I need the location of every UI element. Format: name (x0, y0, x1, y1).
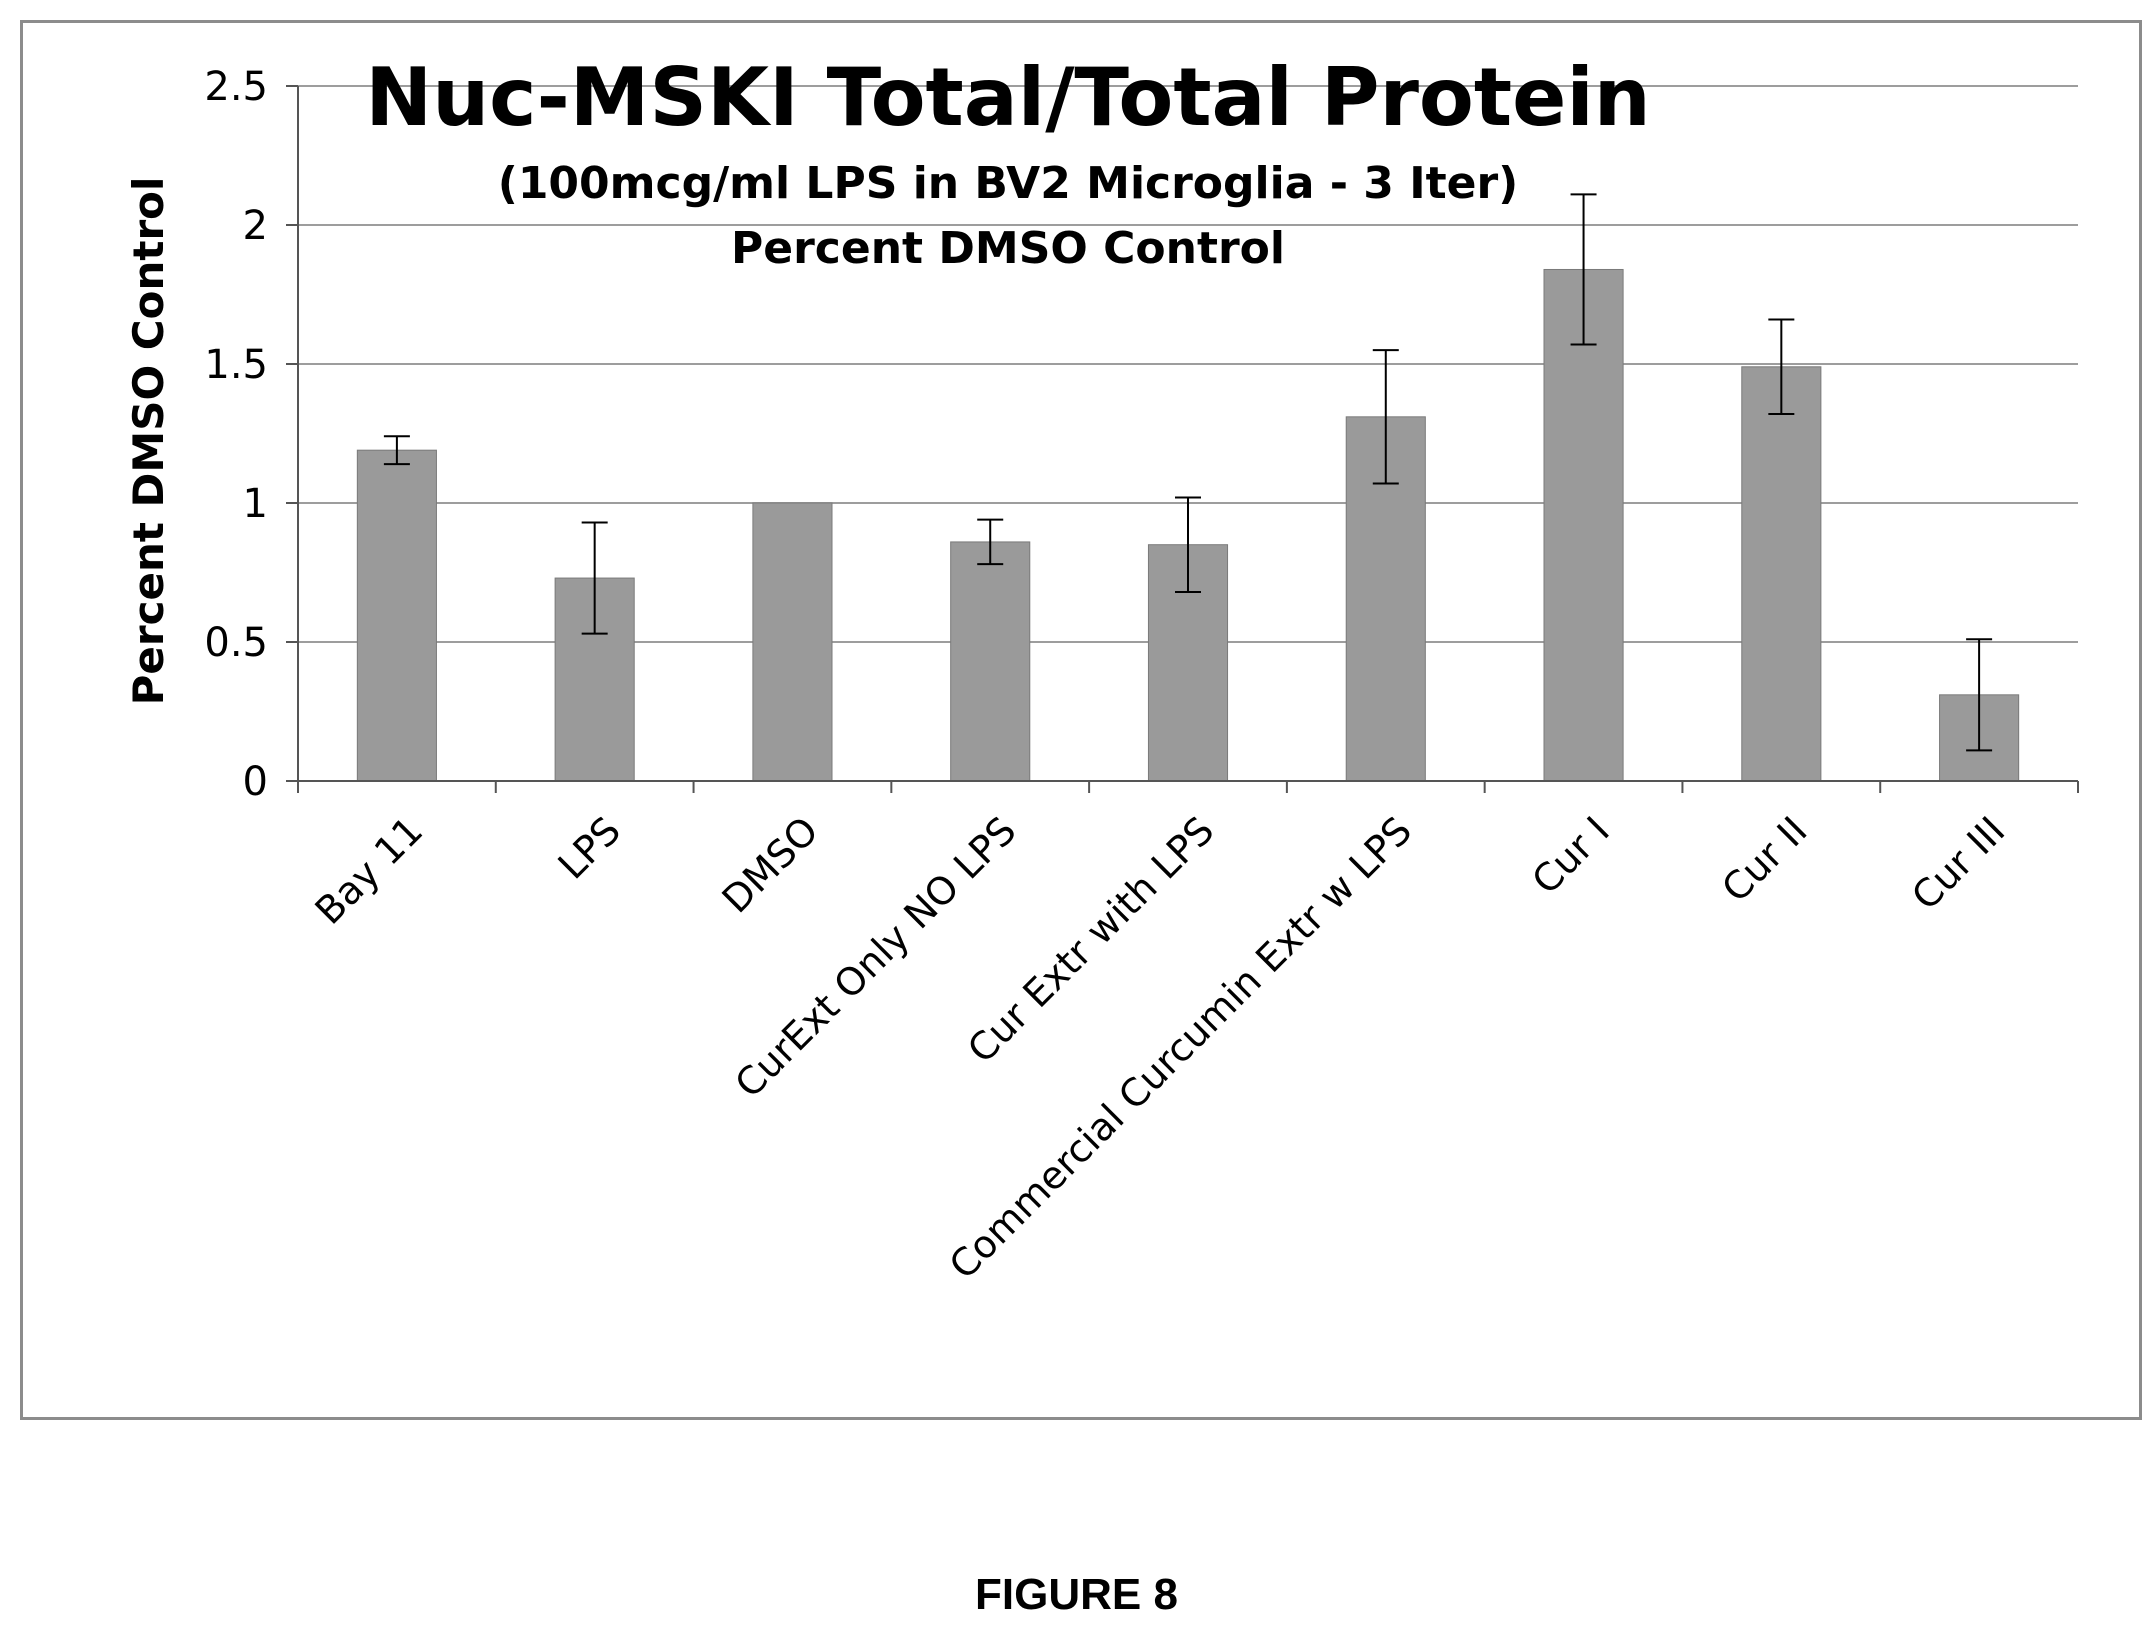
chart-subtitle-line2: Percent DMSO Control (731, 223, 1285, 274)
chart-subtitle-line1: (100mcg/ml LPS in BV2 Microglia - 3 Iter… (498, 158, 1519, 209)
figure-caption: FIGURE 8 (975, 1570, 1178, 1619)
x-tick-label: Cur III (1903, 808, 2013, 918)
chart-title: Nuc-MSKI Total/Total Protein (365, 51, 1650, 144)
bar (1543, 268, 1624, 782)
bar (356, 449, 437, 782)
y-tick-label: 0 (243, 759, 268, 805)
bar (950, 541, 1031, 782)
y-tick-label: 2 (243, 203, 268, 249)
y-tick-label: 1 (243, 481, 268, 527)
x-tick-label: Bay 11 (307, 808, 432, 933)
y-axis-label: Percent DMSO Control (124, 177, 173, 706)
y-tick-label: 0.5 (204, 620, 268, 666)
x-tick-label: DMSO (714, 808, 827, 921)
bar (1741, 366, 1822, 782)
x-tick-label: Cur I (1523, 808, 1617, 902)
y-tick-label: 1.5 (204, 342, 268, 388)
bar (752, 502, 833, 782)
y-tick-label: 2.5 (204, 64, 268, 110)
x-tick-label: Cur II (1713, 808, 1815, 910)
error-bars (383, 193, 1993, 752)
x-tick-label: LPS (550, 808, 629, 887)
chart-frame: 0 0.5 1 1.5 2 2.5 Bay 11 LPS DMSO CurExt Only NO… (20, 20, 2142, 1420)
axes (286, 85, 2079, 793)
y-tick-labels: 0 0.5 1 1.5 2 2.5 (204, 64, 268, 805)
bars (356, 268, 2020, 782)
